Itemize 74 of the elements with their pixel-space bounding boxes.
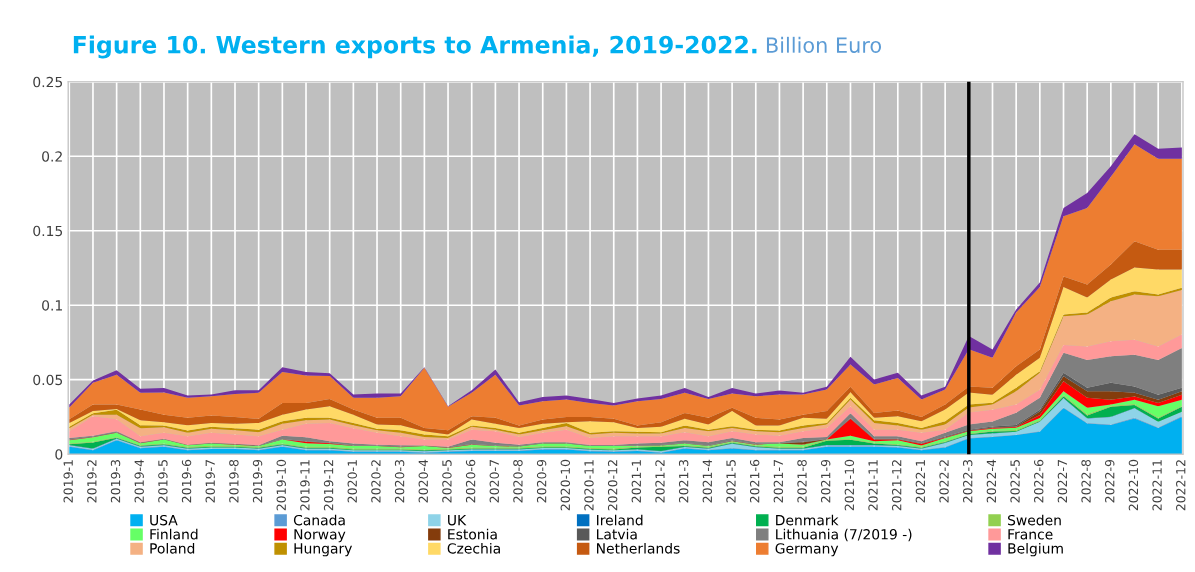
- x-tick-label: 2022-1: [915, 460, 926, 503]
- x-tick-label: 2020-6: [465, 459, 476, 503]
- legend-label: Canada: [293, 514, 345, 526]
- legend-label: Lithuania (7/2019 -): [776, 528, 912, 542]
- x-tick-label: 2020-2: [371, 460, 381, 503]
- x-tick-label: 2021-11: [868, 460, 878, 511]
- x-tick-label: 2021-1: [631, 460, 642, 503]
- x-tick-label: 2020-1: [347, 460, 357, 503]
- x-tick-label: 2022-5: [1010, 460, 1020, 503]
- x-tick-label: 2019-1: [63, 460, 73, 503]
- x-tick-label: 2020-11: [584, 460, 594, 511]
- x-tick-label: 2021-12: [891, 460, 902, 511]
- legend-label: France: [1008, 529, 1053, 540]
- legend-label: Denmark: [776, 514, 839, 526]
- legend-label: Netherlands: [597, 542, 680, 554]
- legend-label: Hungary: [294, 543, 353, 557]
- legend-label: Belgium: [1008, 542, 1063, 557]
- x-tick-label: 2019-2: [87, 460, 97, 503]
- x-tick-label: 2019-11: [300, 460, 310, 511]
- x-tick-label: 2022-9: [1105, 459, 1115, 503]
- x-tick-label: 2022-4: [986, 459, 997, 503]
- x-tick-label: 2020-10: [560, 459, 571, 511]
- x-tick-label: 2019-7: [205, 460, 215, 503]
- x-tick-label: 2019-3: [110, 460, 121, 503]
- x-tick-label: 2019-4: [134, 459, 144, 503]
- x-tick-label: 2020-4: [418, 459, 428, 503]
- legend-label: UK: [448, 515, 467, 526]
- legend-label: Finland: [150, 528, 198, 540]
- legend-label: Norway: [294, 529, 346, 543]
- chart-subtitle: Billion Euro: [766, 36, 882, 53]
- chart-title: Figure 10. Western exports to Armenia, 2019-2022.: [73, 35, 757, 59]
- x-tick-label: 2019-6: [181, 459, 192, 503]
- x-tick-label: 2021-2: [655, 460, 665, 503]
- y-tick-label: 0.05: [33, 374, 63, 386]
- y-tick-label: 0.15: [33, 225, 63, 237]
- x-tick-label: 2021-6: [749, 459, 760, 503]
- legend-label: Ireland: [597, 514, 643, 526]
- x-tick-label: 2020-9: [536, 459, 547, 503]
- x-tick-label: 2021-5: [726, 460, 736, 503]
- x-tick-label: 2020-7: [489, 460, 500, 503]
- x-tick-label: 2022-11: [1152, 460, 1162, 511]
- legend-label: Czechia: [447, 542, 500, 554]
- legend-label: Estonia: [448, 528, 497, 540]
- x-tick-label: 2019-9: [252, 459, 263, 503]
- x-tick-label: 2019-10: [276, 459, 286, 511]
- x-tick-label: 2020-12: [607, 460, 618, 511]
- y-tick-label: 0: [55, 449, 63, 460]
- y-tick-label: 0.1: [42, 300, 62, 311]
- x-tick-label: 2019-8: [229, 459, 239, 503]
- x-tick-label: 2022-12: [1176, 460, 1186, 511]
- x-tick-label: 2022-6: [1034, 459, 1044, 503]
- x-tick-label: 2022-10: [1128, 459, 1139, 511]
- legend-label: USA: [150, 514, 178, 526]
- x-tick-label: 2021-4: [702, 459, 713, 503]
- x-tick-label: 2021-7: [773, 460, 784, 503]
- legend-label: Sweden: [1007, 514, 1061, 526]
- x-tick-label: 2022-3: [962, 460, 973, 503]
- x-tick-label: 2019-12: [323, 460, 334, 511]
- legend-label: Germany: [775, 543, 839, 557]
- x-tick-label: 2020-3: [394, 460, 405, 503]
- x-tick-label: 2021-10: [844, 459, 855, 511]
- x-tick-label: 2021-9: [820, 459, 831, 503]
- legend-label: Poland: [150, 542, 195, 554]
- x-tick-label: 2022-7: [1057, 460, 1068, 503]
- y-tick-label: 0.25: [33, 76, 63, 88]
- x-tick-label: 2020-5: [442, 460, 452, 503]
- x-tick-label: 2021-3: [678, 460, 689, 503]
- x-tick-label: 2022-8: [1081, 459, 1091, 503]
- legend-label: Latvia: [597, 528, 637, 540]
- x-tick-label: 2019-5: [158, 460, 168, 503]
- x-tick-label: 2020-8: [513, 459, 523, 503]
- x-tick-label: 2021-8: [797, 459, 807, 503]
- x-tick-label: 2022-2: [939, 460, 949, 503]
- y-tick-label: 0.2: [42, 151, 62, 162]
